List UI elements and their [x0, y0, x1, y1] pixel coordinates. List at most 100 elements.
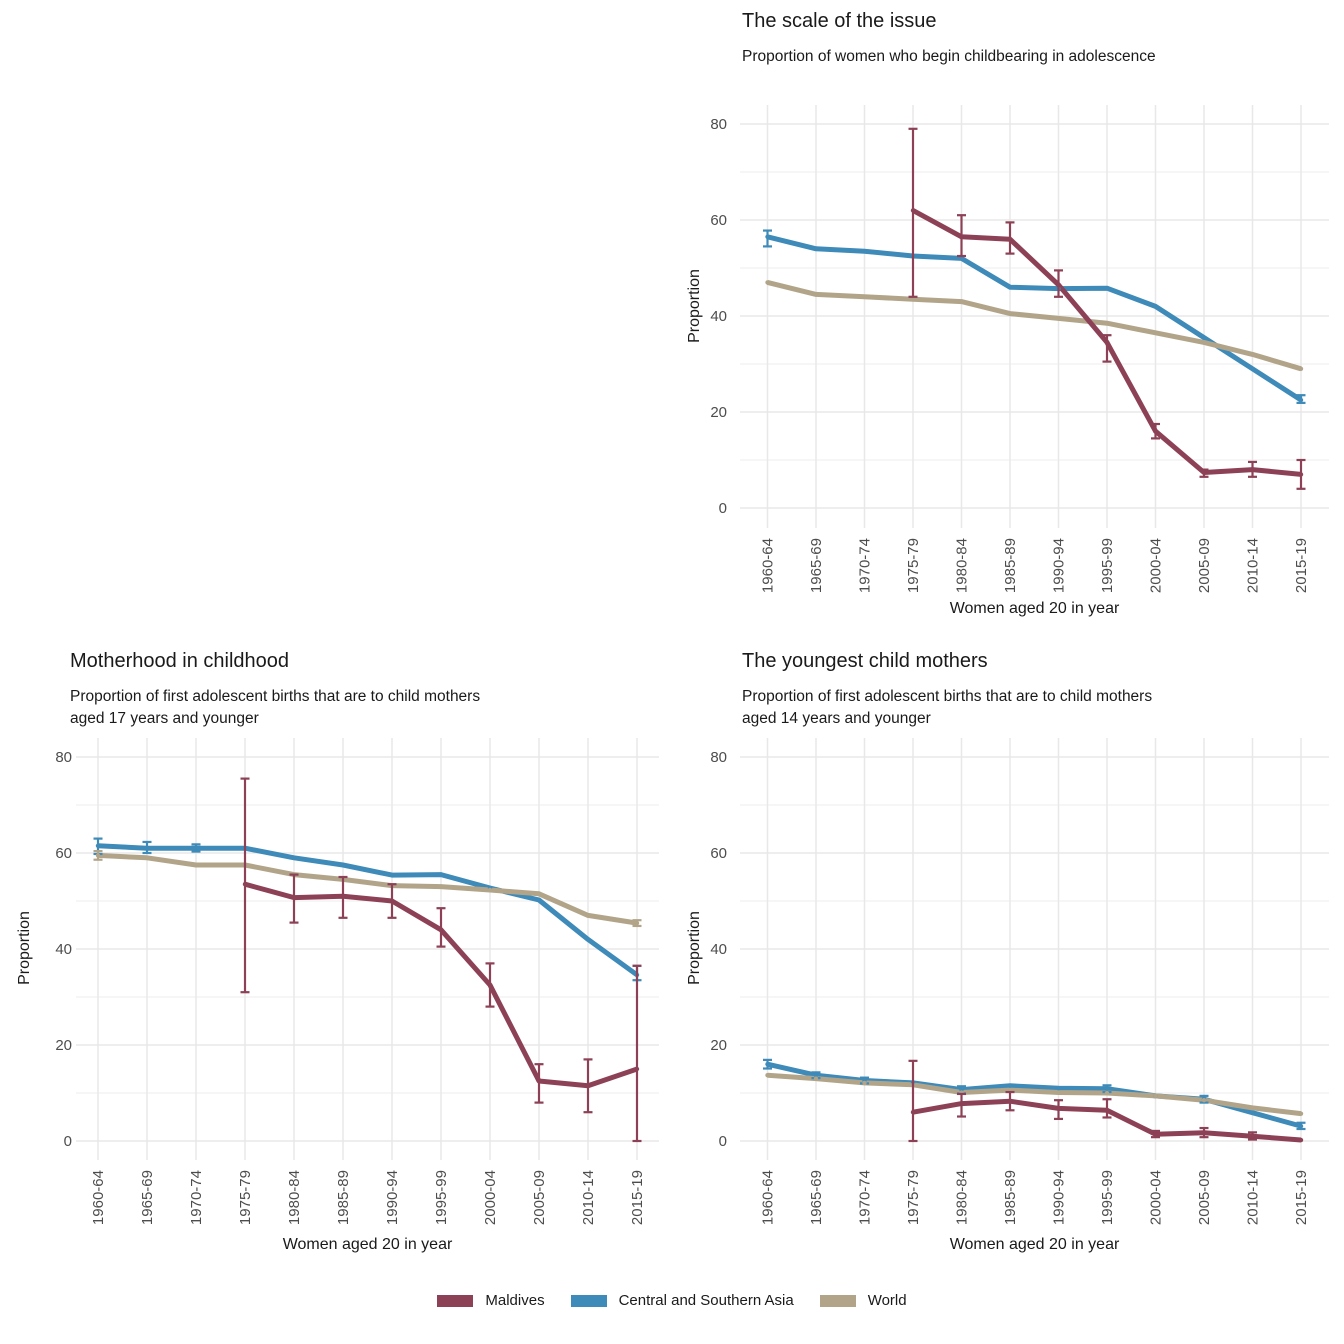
- legend-swatch: [437, 1294, 474, 1307]
- data-point: [959, 234, 964, 239]
- data-point: [813, 1073, 819, 1078]
- data-point: [634, 920, 640, 926]
- data-point: [487, 982, 493, 988]
- data-point: [765, 280, 770, 285]
- data-point: [1056, 1086, 1061, 1091]
- x-tick-label: 1985-89: [1002, 1170, 1019, 1225]
- series-line-2: [767, 1072, 1302, 1117]
- x-axis-title: Women aged 20 in year: [282, 1236, 453, 1253]
- error-bars-0: [908, 127, 1306, 490]
- y-tick-labels: 0 20 40 60 80: [710, 749, 727, 1150]
- data-point: [585, 937, 591, 942]
- data-point: [959, 1101, 964, 1106]
- data-point: [1201, 1098, 1207, 1103]
- x-tick-label: 2015-19: [629, 1170, 646, 1225]
- data-point: [438, 872, 444, 877]
- chart-title: The youngest child mothers: [742, 650, 988, 672]
- error-bars-0: [240, 777, 642, 1143]
- data-point: [1250, 1105, 1255, 1111]
- x-tick-label: 2000-04: [1148, 538, 1165, 593]
- data-point: [862, 1080, 867, 1086]
- series-line-2: [97, 852, 638, 926]
- x-tick-label: 1985-89: [335, 1170, 352, 1225]
- x-tick-label: 1970-74: [857, 1170, 874, 1225]
- data-point: [193, 846, 199, 851]
- x-tick-label: 2005-09: [531, 1170, 548, 1225]
- data-point: [536, 1078, 542, 1084]
- data-point: [1104, 1090, 1110, 1096]
- data-point: [242, 882, 248, 887]
- data-point: [1153, 304, 1158, 309]
- y-tick-label: 0: [64, 1133, 72, 1150]
- x-tick-label: 1965-69: [808, 1170, 825, 1225]
- x-tick-label: 1995-99: [433, 1170, 450, 1225]
- data-point: [1298, 366, 1304, 371]
- data-point: [585, 1083, 591, 1088]
- data-point: [862, 249, 867, 254]
- data-point: [438, 927, 444, 932]
- x-tick-label: 1990-94: [1051, 538, 1068, 593]
- legend-label: Central and Southern Asia: [618, 1292, 794, 1309]
- series-points-0: [242, 882, 640, 1088]
- error-bars-1: [763, 1058, 1306, 1131]
- x-tick-labels: 1960-64 1965-69 1970-74 1975-79 1980-84 1985-…: [760, 538, 1311, 593]
- x-tick-label: 1975-79: [905, 538, 922, 593]
- data-point: [813, 246, 819, 251]
- y-tick-label: 60: [710, 845, 727, 862]
- y-tick-label: 40: [710, 308, 727, 325]
- data-point: [1201, 335, 1207, 340]
- data-point: [1153, 330, 1158, 335]
- data-point: [144, 846, 150, 851]
- y-tick-label: 60: [55, 845, 72, 862]
- data-point: [765, 1062, 770, 1067]
- plot-area: 0 20 40 60 80 1960-64 1965-69 1970-74 1975-79 198…: [710, 105, 1329, 593]
- data-point: [959, 256, 964, 261]
- legend-label: World: [867, 1292, 907, 1309]
- data-point: [1298, 1137, 1304, 1143]
- x-tick-label: 1970-74: [857, 538, 874, 593]
- data-point: [1201, 1130, 1207, 1136]
- chart-subtitle: Proportion of women who begin childbeari…: [742, 46, 1156, 68]
- data-point: [95, 843, 101, 848]
- x-tick-label: 2005-09: [1196, 1170, 1213, 1225]
- data-point: [959, 299, 964, 304]
- data-point: [1153, 429, 1158, 434]
- data-point: [1007, 1083, 1013, 1088]
- y-axis-title: Proportion: [16, 911, 33, 985]
- data-point: [536, 897, 542, 903]
- data-point: [438, 884, 444, 889]
- x-tick-label: 2000-04: [1148, 1170, 1165, 1225]
- x-tick-label: 1975-79: [237, 1170, 254, 1225]
- data-point: [910, 297, 916, 302]
- series-line-2: [766, 279, 1302, 372]
- x-tick-label: 1965-69: [139, 1170, 156, 1225]
- gridlines: [740, 738, 1329, 1160]
- data-point: [1104, 321, 1110, 326]
- data-point: [340, 894, 346, 899]
- data-point: [1298, 397, 1304, 403]
- x-tick-label: 1965-69: [808, 538, 825, 593]
- data-point: [1007, 237, 1013, 242]
- x-tick-labels: 1960-64 1965-69 1970-74 1975-79 1980-84 1985-…: [760, 1170, 1311, 1225]
- data-point: [1250, 352, 1255, 357]
- chart-subtitle: Proportion of first adolescent births th…: [742, 686, 1152, 730]
- chart-subtitle-line1: Proportion of first adolescent births th…: [742, 688, 1153, 705]
- x-tick-label: 1995-99: [1099, 1170, 1116, 1225]
- y-tick-label: 20: [710, 404, 727, 421]
- x-tick-label: 2010-14: [1245, 1170, 1262, 1225]
- x-tick-label: 1975-79: [905, 1170, 922, 1225]
- x-tick-label: 1980-84: [286, 1170, 303, 1225]
- data-point: [813, 1076, 819, 1081]
- x-tick-label: 1995-99: [1099, 538, 1116, 593]
- series-points-2: [765, 280, 1304, 371]
- data-point: [95, 853, 101, 858]
- x-tick-label: 1980-84: [954, 538, 971, 593]
- data-point: [1056, 316, 1061, 321]
- chart-subtitle: Proportion of first adolescent births th…: [70, 686, 480, 730]
- data-point: [1201, 470, 1207, 475]
- chart-title: The scale of the issue: [742, 10, 937, 32]
- x-tick-label: 1960-64: [90, 1170, 107, 1225]
- x-tick-label: 2005-09: [1196, 538, 1213, 593]
- chart-subtitle-line1: Proportion of women who begin childbeari…: [742, 48, 1156, 65]
- data-point: [1201, 340, 1207, 345]
